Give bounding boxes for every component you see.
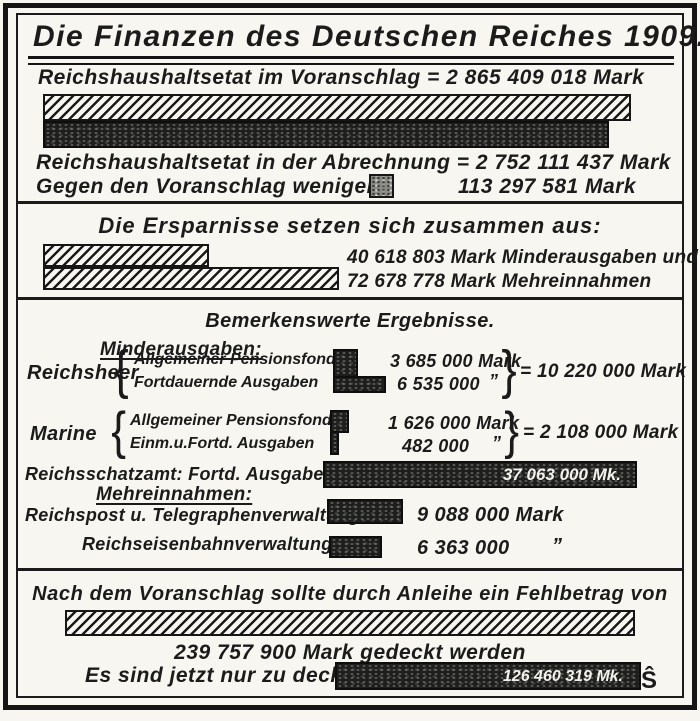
reichsschatzamt-bar: 37 063 000 Mk. [323,461,637,488]
eisenbahn-value: 6 363 000 [417,537,510,559]
reichsheer-row1-value: 3 685 000 Mark [390,351,522,371]
reichsheer-fortdauernde-bar [333,376,386,393]
marine-row2-label: Einm.u.Fortd. Ausgaben [130,435,315,452]
weniger-label: Gegen den Voranschlag weniger [36,175,376,198]
mehreinnahmen-bar [43,267,339,290]
gedeckt-line: 239 757 900 Mark gedeckt werden [174,641,526,664]
marine-close-brace: } [504,402,520,460]
ergebnisse-heading: Bemerkenswerte Ergebnisse. [205,310,495,332]
reichsheer-label: Reichsheer [27,362,139,384]
reichsheer-ditto-mark: ” [489,371,499,391]
jetzt-bar: 126 460 319 Mk. [335,662,641,690]
reichsheer-row1-label: Allgemeiner Pensionsfond [134,351,336,368]
marine-einmfortd-bar [330,431,339,455]
reichsheer-total: = 10 220 000 Mark [520,361,687,382]
mehreinnahmen-heading: Mehreinnahmen: [96,484,253,505]
eisenbahn-ditto-mark: ” [552,535,563,557]
abrechnung-line: Reichshaushaltsetat in der Abrechnung = … [36,151,671,174]
reichspost-value: 9 088 000 Mark [417,504,564,526]
reichsschatzamt-label: Reichsschatzamt: Fortd. Ausgaben [25,464,335,484]
ersparnisse-heading: Die Ersparnisse setzen sich zusammen aus… [98,213,602,238]
marine-label: Marine [30,423,97,445]
minderausgaben-bar [43,244,209,267]
section-divider-1 [18,201,682,204]
minderausgaben-line: 40 618 803 Mark Minderausgaben und [347,247,699,268]
voranschlag-bar [43,94,631,121]
inner-border [16,13,684,698]
reichsheer-pensionsfond-bar [333,349,358,378]
voranschlag-line: Reichshaushaltsetat im Voranschlag = 2 8… [38,66,645,89]
marine-row2-value: 482 000 [402,436,470,456]
marine-pensionsfond-bar [330,410,349,433]
reichsheer-close-brace: } [501,340,517,400]
weniger-legend-swatch [369,174,394,198]
marine-row1-label: Allgemeiner Pensionsfond [130,412,332,429]
eisenbahn-bar [329,536,382,558]
mehreinnahmen-line: 72 678 778 Mark Mehreinnahmen [347,271,652,292]
abrechnung-bar [43,121,609,148]
jetzt-label: Es sind jetzt nur zu decken [85,664,369,687]
artist-monogram: Ŝ [641,667,658,694]
outer-border [3,3,697,710]
weniger-value: 113 297 581 Mark [458,175,637,198]
anleihe-heading: Nach dem Voranschlag sollte durch Anleih… [32,583,668,605]
reichsheer-open-brace: { [113,340,129,400]
section-divider-3 [18,568,682,571]
marine-ditto-mark: ” [492,433,502,453]
reichspost-bar [327,499,403,524]
marine-row1-value: 1 626 000 Mark [388,413,520,433]
minderausgaben-heading: Minderausgaben: [100,339,262,360]
fehlbetrag-voranschlag-bar [65,610,635,636]
marine-open-brace: { [111,402,127,460]
reichsheer-row2-label: Fortdauernde Ausgaben [134,374,319,391]
marine-total: = 2 108 000 Mark [523,422,679,443]
title-underline [28,56,674,65]
reichsheer-row2-value: 6 535 000 [397,374,480,394]
eisenbahn-label: Reichseisenbahnverwaltung [82,534,333,554]
reichspost-label: Reichspost u. Telegraphenverwaltung [25,505,360,525]
section-divider-2 [18,297,682,300]
page-title: Die Finanzen des Deutschen Reiches 1909. [33,20,700,53]
